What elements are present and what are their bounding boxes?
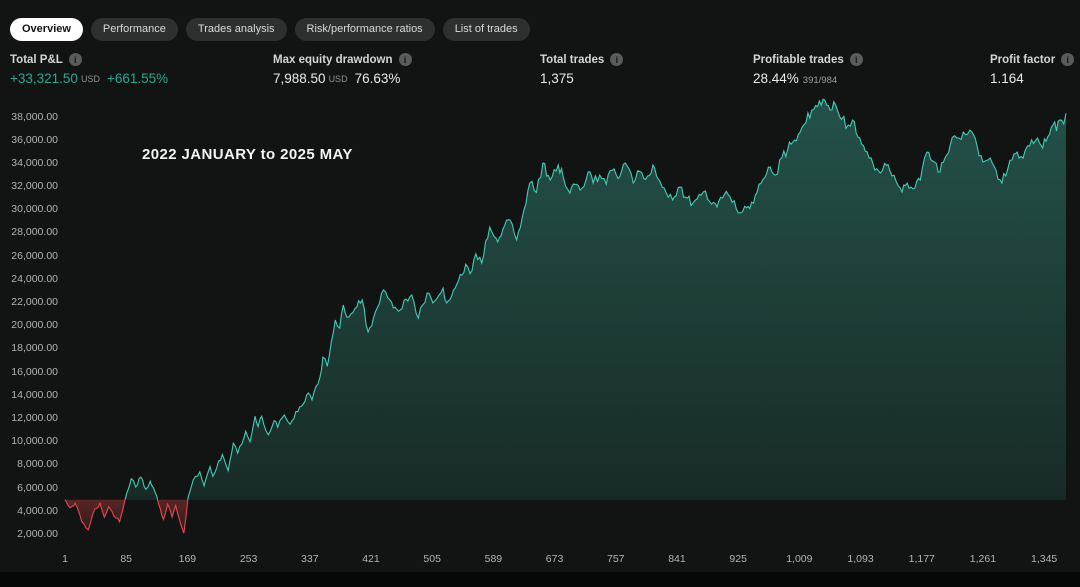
y-axis-label: 10,000.00 (11, 435, 58, 448)
y-axis-label: 16,000.00 (11, 365, 58, 378)
info-icon[interactable]: i (1061, 53, 1075, 66)
info-icon[interactable]: i (849, 53, 863, 66)
x-axis-label: 505 (423, 553, 441, 565)
stat-max-equity-drawdown: Max equity drawdown i 7,988.50 USD 76.63% (273, 53, 412, 86)
stat-value-main: 28.44% (753, 71, 799, 86)
x-axis-label: 1,261 (969, 553, 997, 565)
x-axis-label: 925 (729, 553, 747, 565)
y-axis-label: 22,000.00 (11, 296, 58, 309)
stat-label: Profitable trades i (753, 53, 863, 66)
x-axis-label: 841 (668, 553, 686, 565)
stat-profitable-trades: Profitable trades i 28.44% 391/984 (753, 53, 863, 86)
tab-risk-performance-ratios[interactable]: Risk/performance ratios (294, 18, 435, 41)
chart-annotation: 2022 JANUARY to 2025 MAY (142, 146, 353, 163)
stat-value-main: +33,321.50 (10, 71, 78, 86)
stat-label: Max equity drawdown i (273, 53, 412, 66)
stat-label: Total P&L i (10, 53, 168, 66)
stat-label-text: Profitable trades (753, 53, 844, 66)
stat-label: Total trades i (540, 53, 624, 66)
stat-value: 1,375 (540, 71, 623, 86)
equity-area-negative (65, 499, 188, 534)
y-axis-label: 18,000.00 (11, 342, 58, 355)
x-axis-label: 673 (545, 553, 564, 565)
stat-value: 1.164 (990, 71, 1074, 86)
info-icon[interactable]: i (68, 53, 82, 66)
y-axis-label: 24,000.00 (11, 272, 58, 285)
x-axis-label: 1,177 (908, 553, 935, 565)
stat-currency: USD (80, 74, 100, 84)
x-axis-label: 1 (62, 553, 68, 565)
stat-value: 7,988.50 USD 76.63% (273, 71, 412, 86)
stat-value-main: 7,988.50 (273, 71, 326, 86)
stat-label: Profit factor i (990, 53, 1075, 66)
x-axis-label: 337 (301, 553, 319, 565)
stat-extra: 76.63% (354, 71, 401, 86)
y-axis-label: 6,000.00 (17, 481, 58, 494)
stat-total-trades: Total trades i 1,375 (540, 53, 624, 86)
stat-value: 28.44% 391/984 (753, 71, 863, 86)
tab-overview[interactable]: Overview (10, 18, 83, 41)
x-axis-label: 1,009 (786, 553, 813, 565)
x-axis-label: 1,093 (847, 553, 874, 565)
y-axis-label: 36,000.00 (11, 133, 58, 146)
y-axis-label: 8,000.00 (17, 458, 58, 471)
equity-area-positive (65, 99, 1066, 500)
y-axis-label: 30,000.00 (11, 203, 58, 216)
y-axis-label: 4,000.00 (17, 504, 58, 517)
stat-extra: +661.55% (106, 71, 169, 86)
stat-label-text: Profit factor (990, 53, 1056, 66)
x-axis-label: 589 (484, 553, 503, 565)
x-axis-label: 757 (607, 553, 625, 565)
x-axis-label: 253 (239, 553, 258, 565)
info-icon[interactable]: i (610, 53, 624, 66)
y-axis-label: 20,000.00 (11, 319, 58, 332)
y-axis-label: 14,000.00 (11, 388, 58, 401)
tab-performance[interactable]: Performance (90, 18, 178, 41)
tab-trades-analysis[interactable]: Trades analysis (185, 18, 287, 41)
x-axis-label: 421 (362, 553, 380, 565)
stat-value-main: 1,375 (540, 71, 574, 86)
stat-label-text: Total trades (540, 53, 605, 66)
tab-list-of-trades[interactable]: List of trades (442, 18, 530, 41)
stats-row: Total P&L i +33,321.50 USD +661.55% Max equit… (0, 53, 1080, 93)
bottom-scroll-area (0, 572, 1080, 587)
stat-value-main: 1.164 (990, 71, 1024, 86)
tab-bar: Overview Performance Trades analysis Risk/p… (10, 18, 530, 41)
x-axis-label: 169 (178, 553, 197, 565)
y-axis-label: 38,000.00 (11, 110, 58, 123)
stat-currency: USD (328, 74, 348, 84)
stat-label-text: Max equity drawdown (273, 53, 393, 66)
equity-line-positive (64, 98, 1067, 500)
x-axis-label: 85 (120, 553, 133, 565)
stat-value: +33,321.50 USD +661.55% (10, 71, 168, 86)
stat-profit-factor: Profit factor i 1.164 (990, 53, 1075, 86)
x-axis-label: 1,345 (1031, 553, 1058, 565)
y-axis-label: 28,000.00 (11, 226, 58, 239)
stat-sub: 391/984 (802, 75, 838, 86)
info-icon[interactable]: i (398, 53, 412, 66)
y-axis-label: 32,000.00 (11, 180, 58, 193)
stat-total-p-l: Total P&L i +33,321.50 USD +661.55% (10, 53, 168, 86)
y-axis-label: 2,000.00 (17, 528, 58, 540)
y-axis-label: 12,000.00 (11, 412, 58, 425)
y-axis-label: 34,000.00 (11, 156, 58, 169)
y-axis-label: 26,000.00 (11, 249, 58, 262)
stat-label-text: Total P&L (10, 53, 63, 66)
